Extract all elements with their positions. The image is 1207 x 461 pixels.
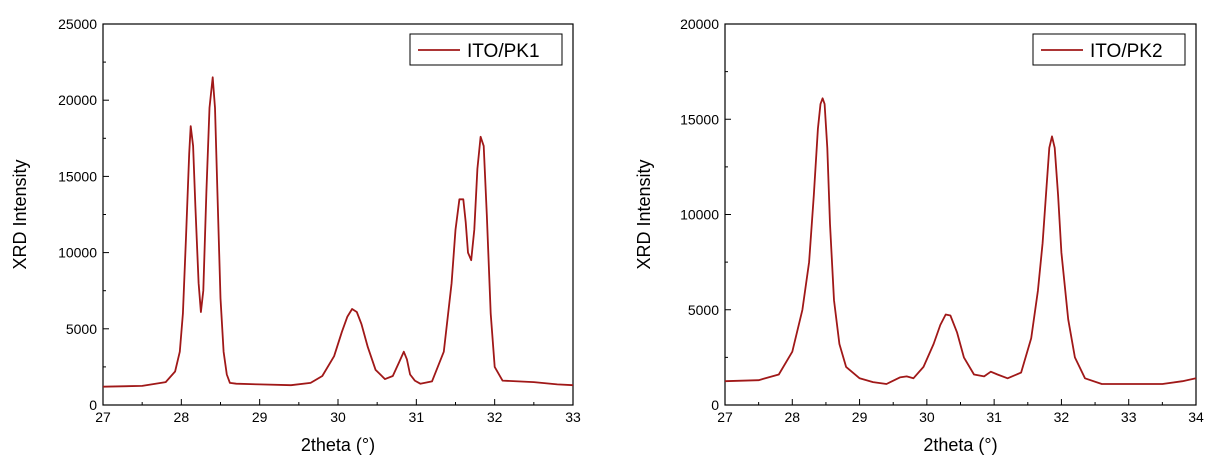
x-tick-label: 27 (717, 409, 733, 425)
plot-frame (102, 23, 574, 406)
y-tick-label: 25000 (58, 16, 97, 32)
legend-label: ITO/PK2 (1090, 41, 1163, 62)
y-tick-label: 10000 (58, 245, 97, 261)
x-tick-label: 28 (174, 409, 190, 425)
x-tick-label: 33 (1121, 409, 1137, 425)
y-tick-label: 15000 (58, 168, 97, 184)
y-tick-label: 20000 (680, 16, 719, 32)
x-tick-label: 32 (487, 409, 503, 425)
x-tick-label: 31 (409, 409, 425, 425)
x-tick-label: 29 (252, 409, 268, 425)
x-tick-label: 30 (919, 409, 935, 425)
x-tick-label: 28 (784, 409, 800, 425)
y-tick-label: 15000 (680, 111, 719, 127)
chart-ito-pk1: 27 28 29 30 31 32 33 0 5000 10000 15000 20000 25000 2… (10, 16, 581, 455)
series-line (102, 76, 574, 388)
y-tick-label: 10000 (680, 207, 719, 223)
x-axis-label: 2theta (°) (301, 435, 375, 455)
x-tick-label: 27 (95, 409, 111, 425)
x-tick-label: 33 (565, 409, 581, 425)
y-tick-label: 0 (711, 397, 719, 413)
x-tick-label: 30 (330, 409, 346, 425)
x-axis-label: 2theta (°) (923, 435, 997, 455)
legend-label: ITO/PK1 (467, 41, 540, 62)
x-tick-label: 34 (1188, 409, 1204, 425)
x-tick-label: 32 (1054, 409, 1070, 425)
x-tick-label: 29 (852, 409, 868, 425)
series-line (724, 97, 1197, 385)
y-tick-label: 5000 (66, 321, 97, 337)
y-axis-label: XRD Intensity (634, 159, 654, 269)
y-axis-label: XRD Intensity (10, 159, 30, 269)
y-tick-label: 5000 (688, 302, 719, 318)
y-tick-label: 20000 (58, 92, 97, 108)
y-tick-label: 0 (89, 397, 97, 413)
chart-ito-pk2: 27 28 29 30 31 32 33 34 0 5000 10000 15000 20000 2the… (634, 16, 1204, 455)
x-tick-label: 31 (986, 409, 1002, 425)
